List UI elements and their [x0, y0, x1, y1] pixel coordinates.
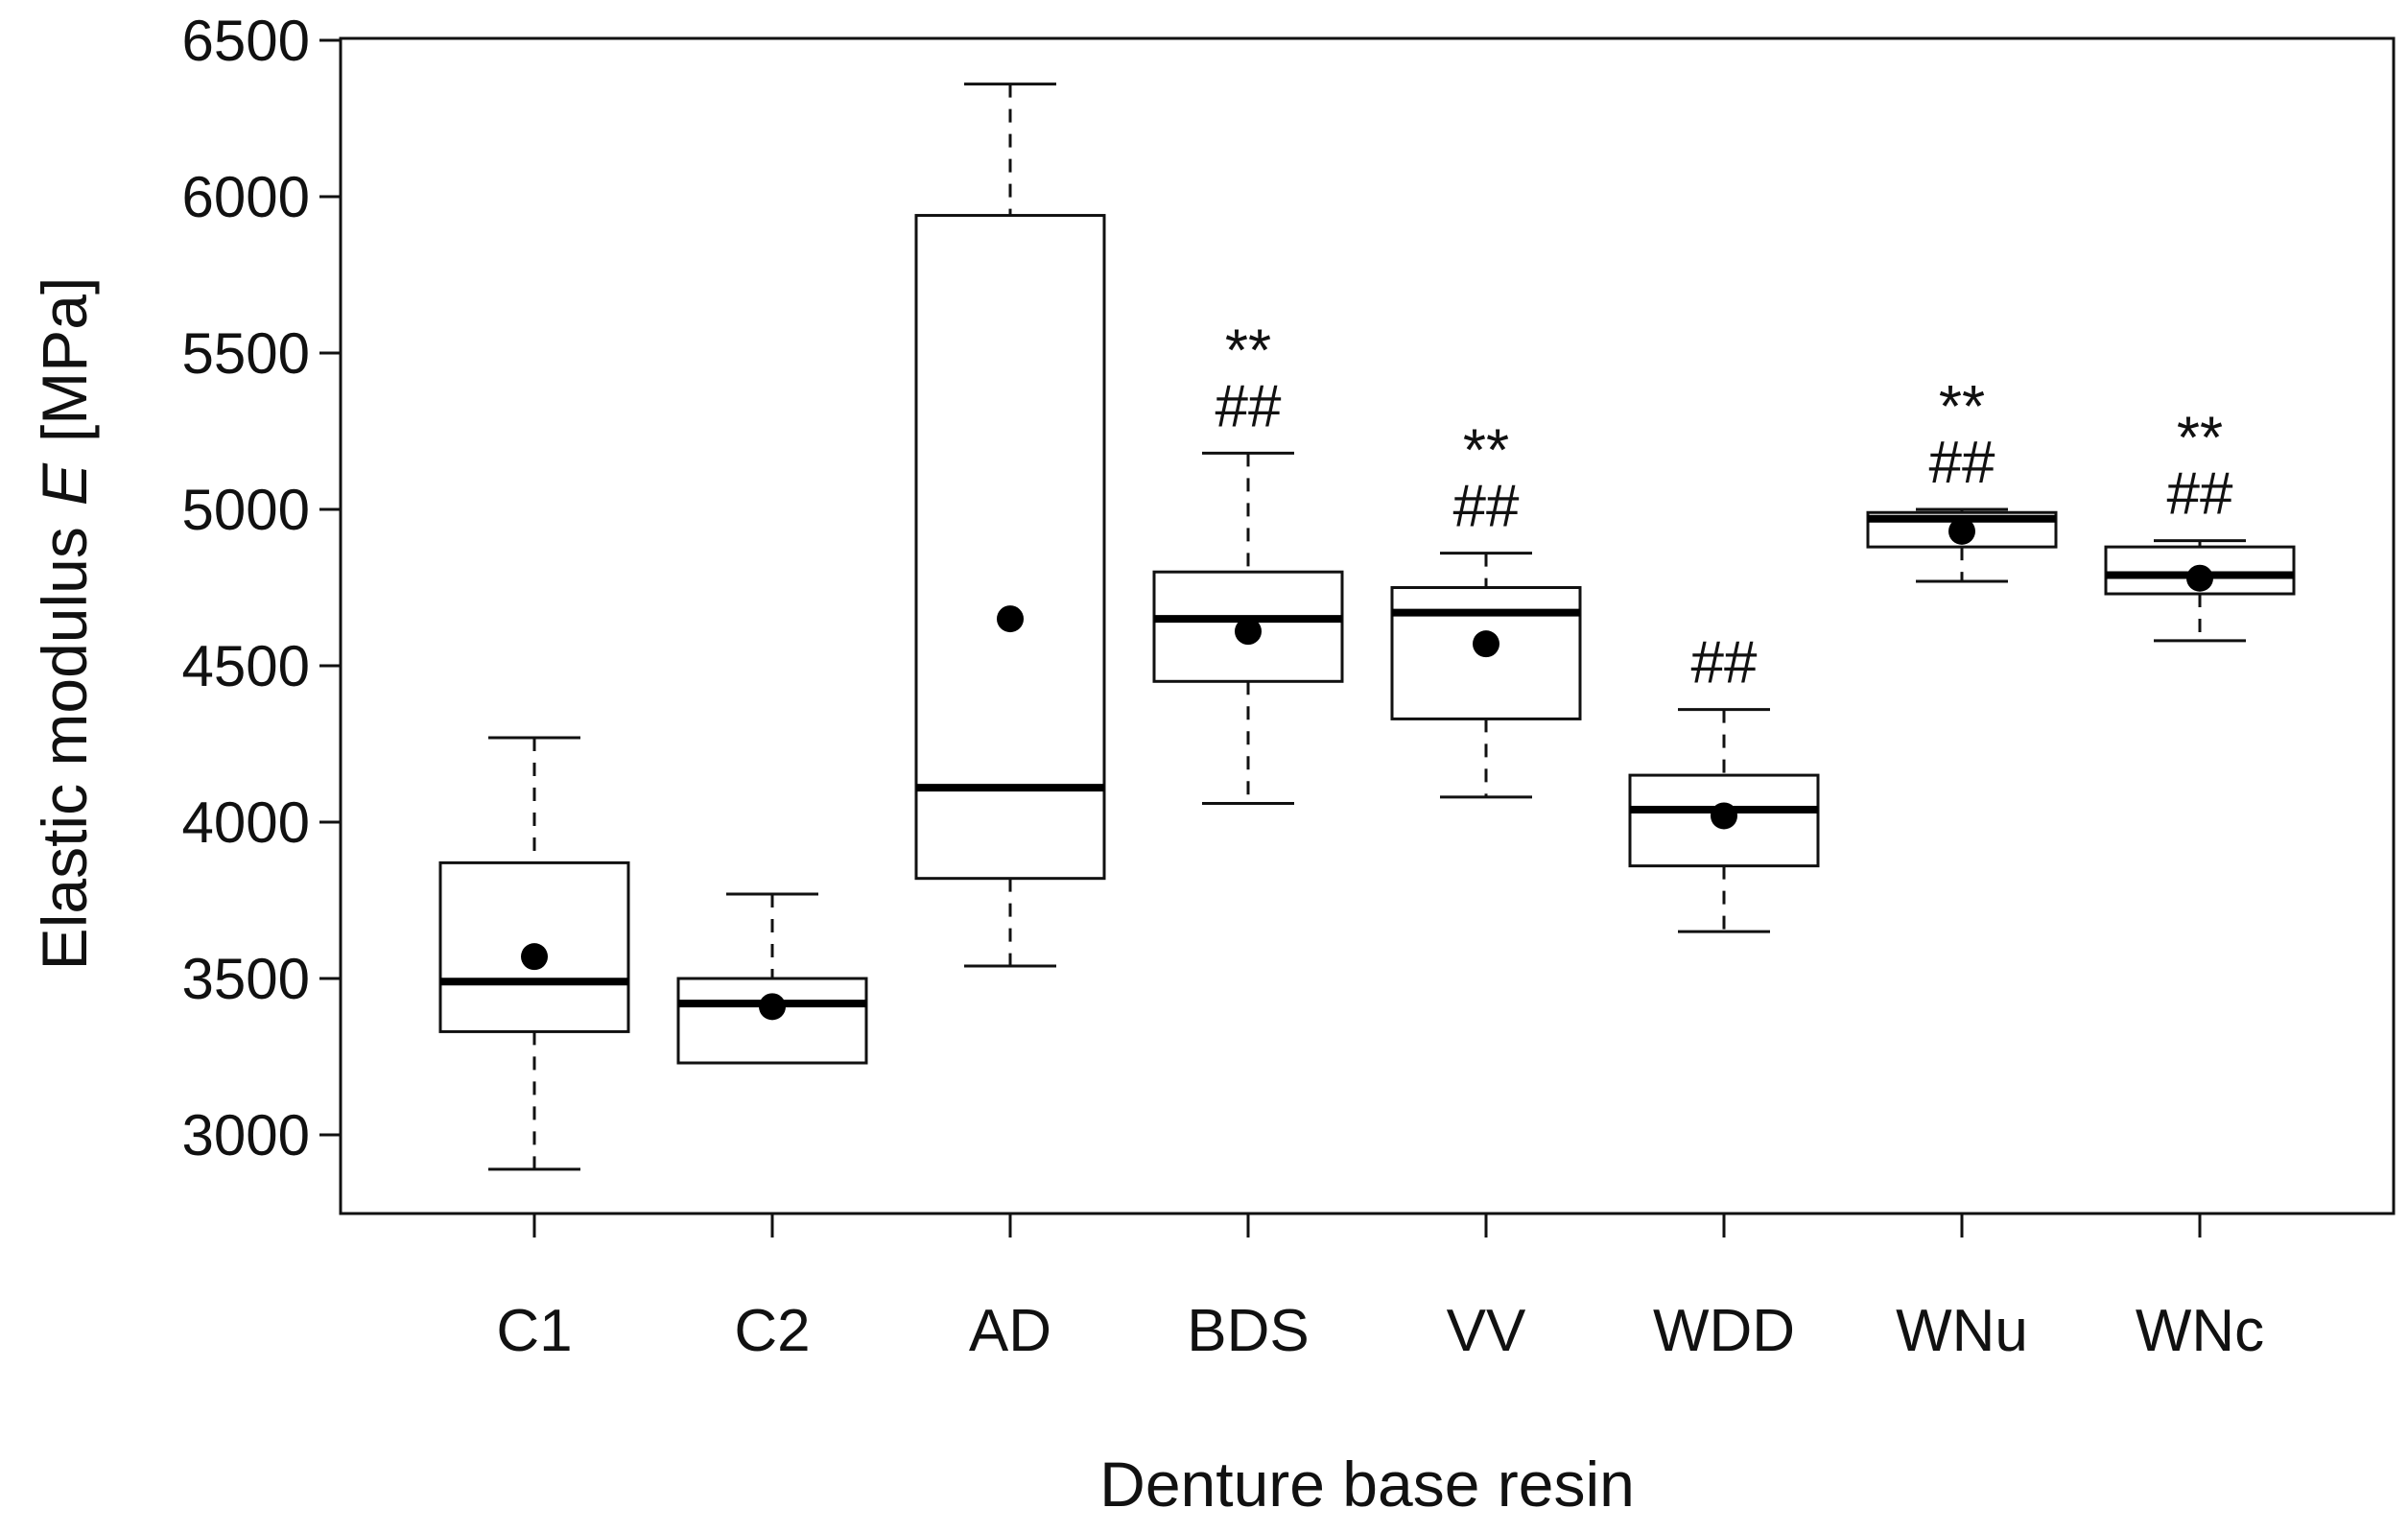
box-group-c2	[676, 892, 868, 1065]
mean-point	[521, 943, 548, 971]
box-group-c1	[438, 736, 630, 1171]
y-tick-label: 3000	[182, 1103, 310, 1167]
x-tick-label: AD	[969, 1298, 1051, 1364]
x-tick-label: VV	[1447, 1298, 1526, 1364]
significance-hash: ##	[1929, 430, 1995, 496]
significance-stars: **	[1463, 418, 1509, 484]
box-group-wnc: ##**	[2104, 406, 2296, 643]
boxes: ##**##**####**##**	[438, 82, 2296, 1171]
y-tick-label: 5500	[182, 321, 310, 386]
y-tick-label: 6500	[182, 9, 310, 73]
x-axis-label: Denture base resin	[1099, 1449, 1635, 1520]
y-tick-label: 6000	[182, 165, 310, 229]
box-group-bds: ##**	[1152, 318, 1344, 805]
mean-point	[1711, 802, 1737, 830]
plot-frame	[339, 36, 2396, 1215]
y-tick-label: 3500	[182, 947, 310, 1011]
y-axis-label-prefix: Elastic modulus	[29, 527, 100, 970]
box-group-vv: ##**	[1390, 418, 1582, 799]
iqr-box	[676, 977, 868, 1065]
x-tick-label: WNc	[2136, 1298, 2264, 1364]
mean-point	[1948, 517, 1975, 545]
significance-hash: ##	[1216, 373, 1282, 439]
x-tick-label: BDS	[1187, 1298, 1309, 1364]
significance-stars: **	[1225, 318, 1271, 384]
iqr-box	[914, 214, 1106, 881]
y-axis: 3000 3500 4000 4500 5000 5500 6000 6500	[182, 9, 342, 1167]
mean-point	[997, 605, 1024, 633]
box-group-wnu: ##**	[1866, 374, 2058, 583]
significance-stars: **	[1939, 374, 1985, 440]
significance-hash: ##	[1691, 630, 1758, 696]
y-axis-label: Elastic modulus E [MPa]	[29, 277, 100, 971]
significance-hash: ##	[1453, 474, 1520, 540]
significance-hash: ##	[2167, 461, 2233, 528]
y-tick-label: 4000	[182, 790, 310, 855]
mean-point	[2186, 564, 2213, 592]
x-tick-label: WDD	[1653, 1298, 1795, 1364]
mean-point	[1235, 618, 1262, 646]
mean-point	[759, 993, 786, 1021]
x-tick-label: WNu	[1896, 1298, 2028, 1364]
x-tick-label: C1	[496, 1298, 572, 1364]
mean-point	[1473, 630, 1499, 658]
y-axis-label-symbol: E	[29, 462, 100, 506]
x-tick-label: C2	[734, 1298, 810, 1364]
box-group-ad	[914, 82, 1106, 968]
y-tick-label: 4500	[182, 634, 310, 698]
y-axis-label-unit: [MPa]	[29, 277, 100, 442]
significance-stars: **	[2177, 406, 2223, 472]
box-group-wdd: ##	[1628, 630, 1820, 933]
x-axis: C1 C2 AD BDS VV WDD WNu WNc	[496, 1214, 2264, 1364]
y-tick-label: 5000	[182, 478, 310, 542]
